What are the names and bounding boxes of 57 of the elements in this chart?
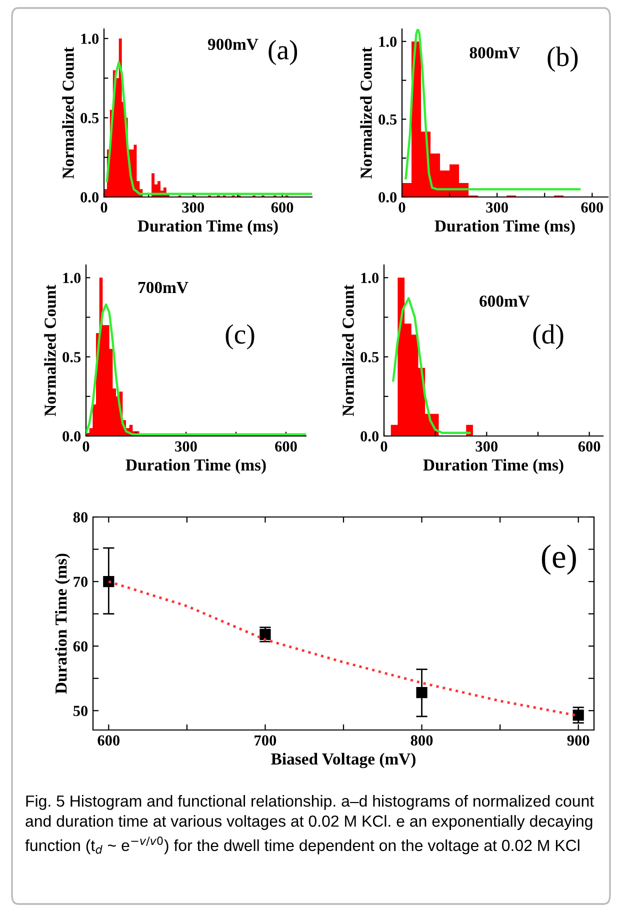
x-tick-label: 300	[486, 202, 508, 213]
y-axis-title: Normalized Count	[360, 47, 372, 179]
y-tick-label: 70	[74, 576, 88, 587]
x-tick-label: 600	[578, 441, 600, 452]
y-tick-label: 0.5	[62, 352, 81, 362]
x-tick-label: 800	[410, 735, 433, 746]
y-tick-label: 0.0	[360, 431, 379, 442]
annotation: (e)	[542, 544, 576, 575]
y-tick-label: 0.5	[80, 112, 99, 124]
annotation: (c)	[226, 324, 254, 350]
y-tick-label: 0.5	[378, 114, 397, 125]
annotation: (d)	[533, 324, 564, 350]
annotation: (a)	[268, 40, 298, 66]
point	[572, 710, 584, 721]
line-series	[392, 297, 471, 434]
annotation: 700mV	[138, 282, 188, 294]
y-tick-label: 80	[73, 512, 88, 522]
x-axis-title: Duration Time (ms)	[434, 220, 575, 235]
caption: Fig. 5 Histogram and functional relationship. a–d histograms of normalized count and duration time at various voltages at 0.02 M KCl. e an exponentially decaying function (t$_{d}$ ~ e$^{−v/v0}$) for the dwell time dependent on the voltage at 0.02 M KCl	[25, 795, 594, 854]
x-tick-label: 600	[98, 735, 120, 746]
x-tick-label: 600	[271, 202, 294, 213]
annotation: 600mV	[480, 296, 530, 307]
x-axis-title: Biased Voltage (mV)	[271, 752, 416, 768]
annotation: 800mV	[470, 47, 520, 58]
x-tick-label: 300	[476, 441, 498, 452]
y-tick-label: 0.0	[80, 192, 99, 203]
y-tick-label: 0.0	[378, 192, 397, 203]
x-axis-title: Duration Time (ms)	[138, 220, 278, 235]
x-tick-label: 300	[175, 441, 197, 452]
x-axis-title: Duration Time (ms)	[423, 458, 564, 474]
x-tick-label: 0	[82, 441, 90, 452]
x-tick-label: 0	[398, 202, 406, 213]
y-tick-label: 0.0	[62, 431, 81, 442]
annotation: 900mV	[208, 38, 258, 50]
y-axis-title: Normalized Count	[342, 284, 354, 416]
y-tick-label: 50	[73, 706, 88, 716]
x-tick-label: 600	[581, 202, 604, 213]
y-axis-title: Normalized Count	[62, 47, 74, 179]
point	[103, 576, 114, 588]
x-tick-label: 0	[380, 441, 388, 452]
x-axis-title: Duration Time (ms)	[126, 458, 266, 474]
y-tick-label: 1.0	[361, 272, 379, 284]
annotation: (b)	[548, 46, 578, 72]
y-axis-title: Normalized Count	[44, 284, 56, 416]
x-tick-label: 300	[182, 202, 204, 213]
line-series	[404, 29, 581, 190]
y-tick-label: 1.0	[63, 272, 81, 284]
y-tick-label: 0.5	[360, 352, 379, 362]
x-tick-label: 700	[254, 735, 276, 746]
x-tick-label: 900	[567, 735, 590, 746]
y-tick-label: 1.0	[379, 36, 397, 47]
x-tick-label: 600	[275, 441, 297, 452]
point	[416, 687, 428, 698]
x-tick-label: 0	[100, 202, 108, 213]
y-axis-title: Duration Time (ms)	[54, 554, 70, 694]
y-tick-label: 60	[73, 641, 88, 652]
y-tick-label: 1.0	[81, 34, 99, 44]
